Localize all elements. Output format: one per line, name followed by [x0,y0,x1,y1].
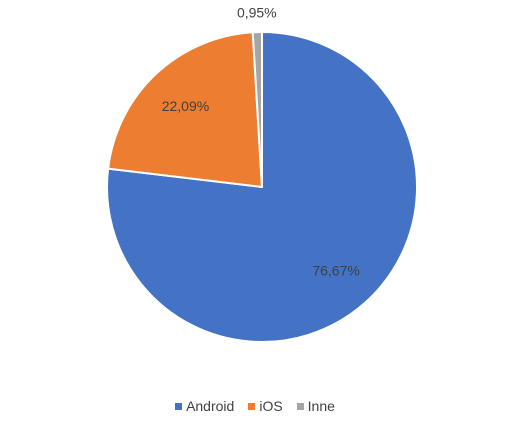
legend-label-android: Android [186,398,235,414]
legend-swatch-inne [296,402,304,410]
legend-swatch-android [175,402,183,410]
pie-slice-ios [107,31,263,188]
data-label-android: 76,67% [312,262,359,278]
legend-label-inne: Inne [307,398,335,414]
pie-chart-plot: 76,67% 22,09% 0,95% [106,4,418,343]
legend-item-inne: Inne [296,398,335,414]
data-label-inne: 0,95% [237,4,277,20]
pie-slice-android [106,31,418,343]
pie-slice-inne [251,31,263,188]
legend-item-ios: iOS [248,398,283,414]
legend-swatch-ios [248,402,256,410]
legend-label-ios: iOS [259,398,283,414]
legend-item-android: Android [175,398,234,414]
data-label-ios: 22,09% [162,98,209,114]
legend: Android iOS Inne [0,398,510,414]
